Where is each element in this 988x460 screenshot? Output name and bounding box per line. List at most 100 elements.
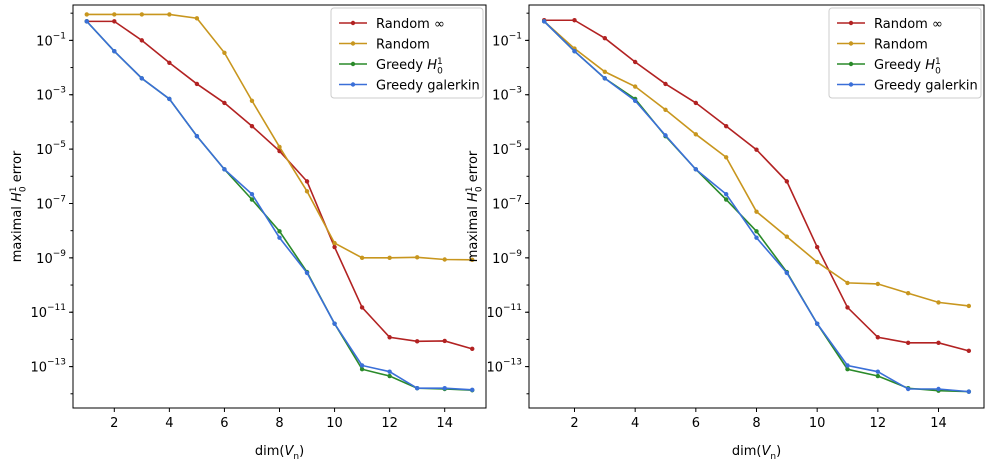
data-point: [572, 18, 577, 23]
data-point: [470, 257, 475, 262]
data-point: [784, 179, 790, 184]
data-point: [936, 386, 941, 392]
y-tick-label: 10−5: [492, 140, 522, 158]
y-tick-label: 10−5: [36, 140, 66, 158]
data-point: [663, 81, 668, 87]
data-point: [167, 12, 172, 17]
data-point: [277, 235, 282, 240]
data-point: [814, 321, 820, 326]
legend-label: Random: [376, 38, 430, 53]
x-tick-label: 6: [692, 416, 700, 431]
legend-marker: [848, 82, 854, 87]
y-tick-label: 10−9: [492, 249, 522, 267]
data-point: [112, 12, 117, 17]
x-tick-label: 12: [381, 416, 398, 431]
x-tick-label: 2: [570, 416, 578, 431]
data-point: [414, 339, 420, 344]
data-point: [845, 280, 850, 286]
data-point: [905, 386, 911, 392]
data-point: [784, 234, 790, 239]
data-point: [936, 300, 941, 305]
legend-marker: [350, 61, 356, 67]
data-point: [84, 12, 89, 17]
x-tick-label: 6: [220, 416, 228, 431]
data-point: [387, 255, 392, 261]
data-point: [194, 81, 200, 87]
data-point: [304, 189, 310, 194]
data-point: [249, 123, 255, 129]
data-point: [875, 335, 881, 340]
data-point: [139, 12, 145, 17]
y-tick-label: 10−13: [486, 358, 522, 376]
x-tick-label: 12: [870, 416, 887, 431]
data-point: [754, 209, 759, 214]
data-point: [845, 363, 850, 368]
y-tick-label: 10−7: [492, 194, 522, 212]
data-point: [754, 147, 759, 152]
data-point: [277, 229, 282, 234]
data-point: [845, 305, 850, 310]
data-point: [387, 369, 392, 374]
legend: Random ∞ Random Greedy H1 0 Greedy galerkin: [828, 7, 982, 99]
data-point: [359, 305, 365, 310]
data-point: [693, 167, 699, 172]
y-tick-label: 10−3: [492, 86, 522, 104]
legend-label: Greedy H1 0: [376, 57, 443, 77]
y-axis-label: maximal H10 error: [465, 150, 485, 262]
legend-marker: [350, 20, 356, 26]
y-tick-label: 10−3: [36, 86, 66, 104]
x-tick-label: 14: [436, 416, 453, 431]
data-point: [139, 76, 145, 81]
data-point: [754, 235, 759, 240]
data-point: [905, 340, 911, 346]
data-point: [414, 386, 420, 391]
data-point: [112, 19, 117, 24]
legend-box: [330, 7, 484, 99]
data-point: [723, 123, 729, 129]
x-axis-label: dim(Vn): [732, 444, 781, 460]
y-tick-label: 10−11: [30, 303, 66, 321]
data-point: [632, 59, 638, 65]
data-point: [304, 179, 310, 184]
data-point: [754, 229, 759, 234]
legend-box: [828, 7, 982, 99]
data-point: [222, 100, 227, 106]
x-tick-label: 10: [809, 416, 826, 431]
data-point: [814, 244, 820, 250]
data-point: [875, 281, 881, 287]
data-point: [112, 48, 117, 54]
x-tick-label: 4: [165, 416, 173, 431]
data-point: [602, 36, 608, 41]
data-point: [277, 144, 282, 150]
data-point: [693, 100, 699, 106]
data-point: [723, 197, 729, 202]
legend-marker: [350, 82, 356, 87]
data-point: [332, 244, 337, 250]
data-point: [875, 373, 881, 379]
data-point: [966, 348, 972, 354]
data-point: [194, 16, 200, 21]
data-point: [84, 19, 89, 24]
x-axis-label: dim(Vn): [255, 444, 304, 460]
legend-marker: [848, 41, 854, 46]
y-tick-label: 10−1: [36, 31, 66, 49]
x-tick-label: 10: [326, 416, 343, 431]
data-point: [222, 167, 227, 172]
chart-2: 2 4 6 8 10 12 14 10−1 10−3 10−5 10−7 10−9 10−11 10−13…: [465, 4, 985, 460]
data-point: [249, 197, 255, 202]
data-point: [249, 98, 255, 103]
y-tick-label: 10−11: [486, 303, 522, 321]
data-point: [167, 60, 172, 65]
data-point: [304, 270, 310, 276]
data-point: [541, 19, 547, 24]
data-point: [784, 270, 790, 276]
data-point: [194, 133, 200, 139]
data-point: [222, 50, 227, 55]
y-tick-label: 10−9: [36, 249, 66, 267]
x-tick-label: 8: [275, 416, 283, 431]
y-tick-label: 10−1: [492, 31, 522, 49]
data-point: [470, 387, 475, 393]
data-point: [387, 335, 392, 340]
legend-label: Random ∞: [874, 17, 943, 32]
